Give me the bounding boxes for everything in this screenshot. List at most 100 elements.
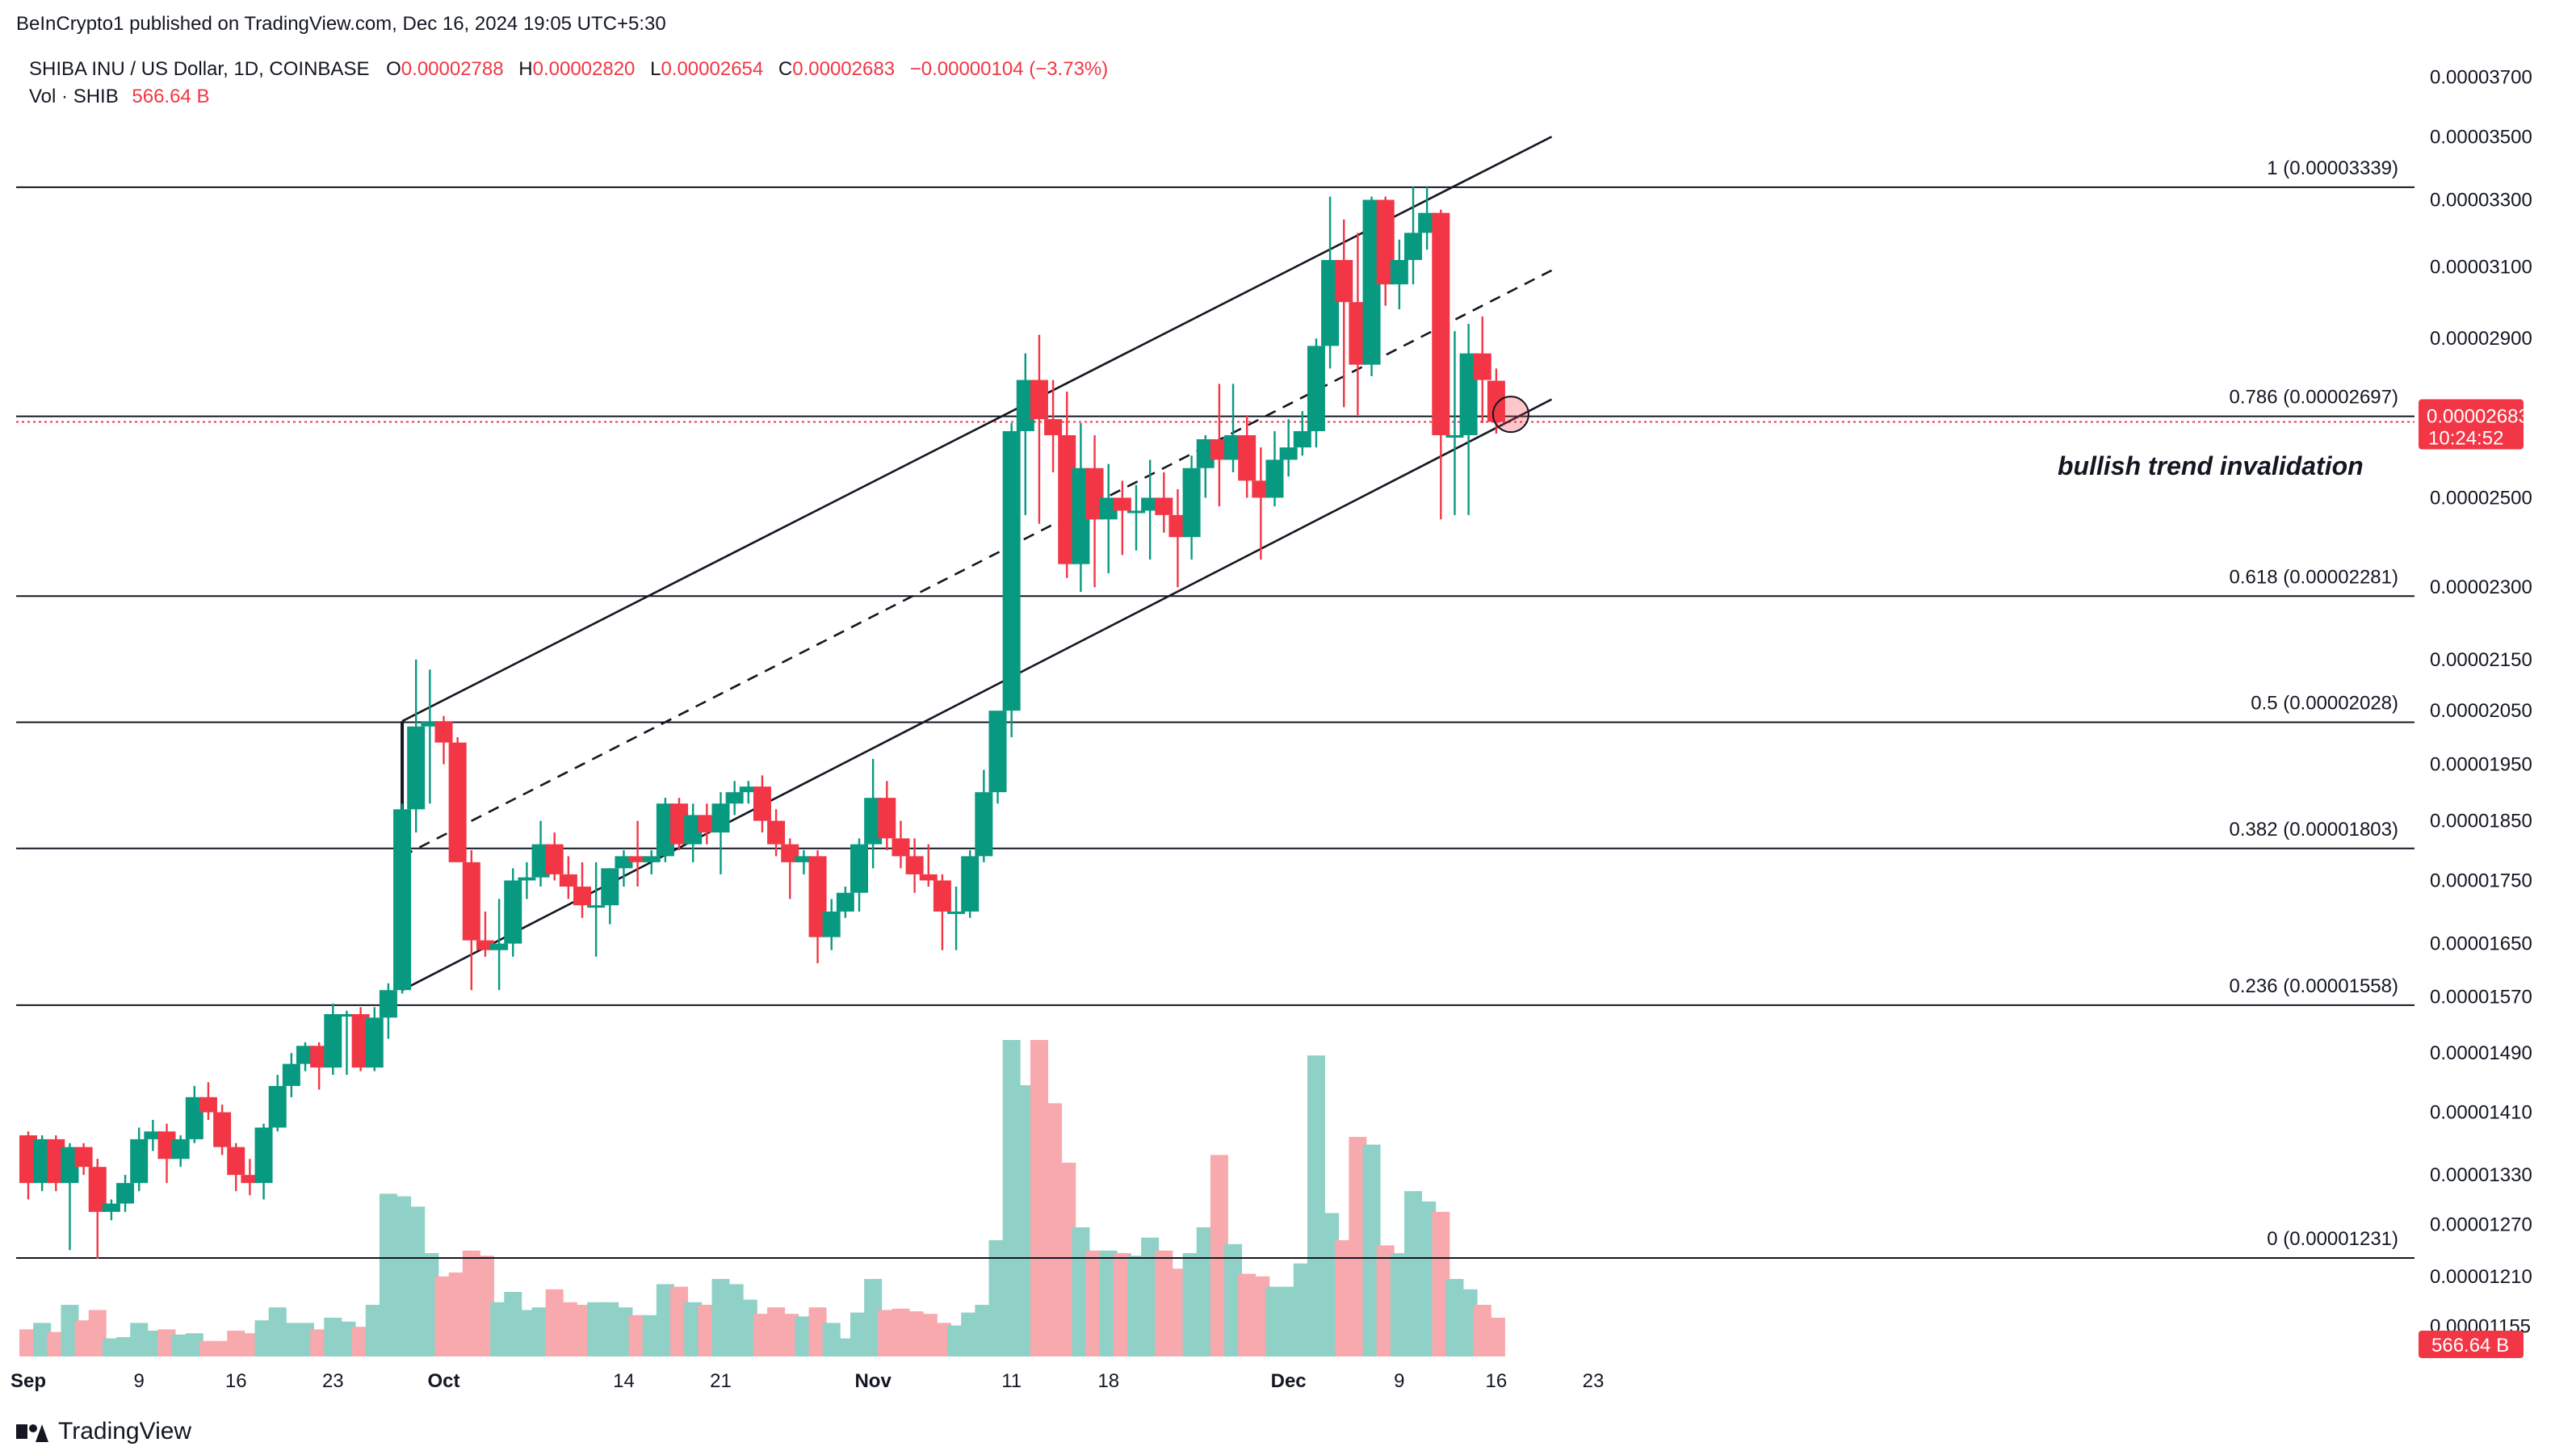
symbol-legend: SHIBA INU / US Dollar, 1D, COINBASE O0.0…	[29, 58, 1108, 81]
candle	[33, 1135, 52, 1192]
volume-bar	[933, 1323, 951, 1356]
candle	[822, 899, 841, 950]
candle-body	[282, 1063, 300, 1086]
fib-label: 0 (0.00001231)	[2267, 1228, 2398, 1250]
volume-bar	[144, 1331, 162, 1356]
candle-body	[725, 792, 744, 804]
volume-bar	[393, 1196, 412, 1356]
volume-bar	[1044, 1103, 1063, 1356]
fib-label: 0.236 (0.00001558)	[2229, 975, 2398, 997]
candle	[1072, 423, 1090, 593]
candle	[1445, 331, 1464, 515]
countdown-label: 10:24:52	[2428, 428, 2503, 450]
candle-body	[19, 1135, 37, 1184]
candle	[1279, 419, 1298, 477]
candle-body	[116, 1183, 135, 1204]
candle-body	[421, 721, 439, 727]
candle-body	[1404, 233, 1422, 261]
volume-bar	[448, 1273, 467, 1356]
symbol-name[interactable]: SHIBA INU / US Dollar, 1D, COINBASE	[29, 58, 370, 80]
candle	[1127, 484, 1145, 551]
volume-bar	[601, 1302, 619, 1356]
invalidation-circle	[1491, 396, 1529, 434]
fib-label: 1 (0.00003339)	[2267, 157, 2398, 179]
price-tick-label: 0.00003500	[2430, 126, 2532, 148]
candle-body	[545, 844, 564, 874]
volume-bar	[338, 1321, 356, 1356]
high-label: H	[518, 58, 533, 80]
volume-bar	[822, 1323, 841, 1356]
candle	[518, 862, 536, 899]
volume-bar	[892, 1308, 910, 1356]
candle	[725, 781, 744, 816]
volume-bar	[254, 1320, 273, 1356]
volume-bar	[545, 1289, 564, 1356]
axes: 0.00003700 0.00003500 0.00003300 0.00003100…	[10, 66, 2532, 1392]
volume-bar	[88, 1310, 107, 1356]
candle-body	[241, 1175, 259, 1184]
volume-bar	[102, 1338, 120, 1356]
volume-label[interactable]: Vol · SHIB	[29, 86, 119, 107]
candle	[739, 781, 757, 804]
volume-bar	[808, 1307, 827, 1356]
candle	[711, 792, 730, 874]
candle	[795, 849, 813, 874]
volume-bar	[296, 1323, 314, 1356]
candle-body	[1307, 346, 1325, 431]
price-tick-label: 0.00002900	[2430, 328, 2532, 350]
candle-body	[434, 721, 453, 743]
candle-body	[448, 742, 467, 862]
candle-body	[1418, 212, 1437, 233]
volume-bar	[573, 1305, 591, 1356]
candle	[1265, 430, 1284, 507]
candle-body	[601, 868, 619, 906]
volume-bar	[615, 1307, 633, 1356]
candle	[698, 803, 716, 845]
fib-label: 0.618 (0.00002281)	[2229, 566, 2398, 588]
time-tick-label: 9	[134, 1370, 145, 1392]
channel-middle-line	[401, 269, 1553, 857]
volume-bar	[1168, 1268, 1187, 1356]
volume-bar	[1016, 1085, 1034, 1356]
price-tick-label: 0.00002050	[2430, 700, 2532, 722]
candle-body	[836, 892, 854, 912]
candle-body	[739, 786, 757, 793]
candle	[919, 844, 938, 887]
volume-bar	[421, 1253, 439, 1356]
candle-body	[642, 856, 661, 862]
volume-bar	[531, 1307, 550, 1356]
candle	[975, 769, 993, 862]
volume-bar	[919, 1314, 938, 1356]
candle	[1404, 187, 1422, 285]
candle	[1473, 316, 1491, 424]
time-tick-label: Sep	[10, 1370, 46, 1392]
volume-bar	[1459, 1289, 1478, 1356]
candle-body	[864, 798, 883, 845]
candle-body	[157, 1131, 176, 1159]
price-tick-label: 0.00001410	[2430, 1102, 2532, 1124]
candle	[1335, 219, 1353, 408]
volume-bar	[587, 1302, 606, 1356]
candle	[1349, 233, 1367, 416]
price-tick-label: 0.00001750	[2430, 870, 2532, 891]
volume-bar	[1085, 1250, 1104, 1356]
candle	[310, 1042, 329, 1090]
candle	[836, 887, 854, 918]
candle-body	[753, 786, 771, 821]
candle	[1030, 334, 1048, 524]
tradingview-logo[interactable]: TradingView	[16, 1418, 191, 1445]
candle	[947, 887, 966, 950]
candle	[1099, 463, 1118, 574]
candle-body	[670, 803, 689, 845]
close-value: 0.00002683	[792, 58, 896, 80]
candle-body	[961, 856, 980, 912]
time-tick-label: 16	[225, 1370, 247, 1392]
volume-bar	[739, 1299, 757, 1356]
volume-bar	[559, 1302, 577, 1356]
volume-bar	[351, 1327, 370, 1356]
candle	[933, 874, 951, 950]
candle-body	[573, 887, 591, 906]
candle	[1432, 209, 1450, 520]
volume-bar	[1182, 1253, 1201, 1356]
